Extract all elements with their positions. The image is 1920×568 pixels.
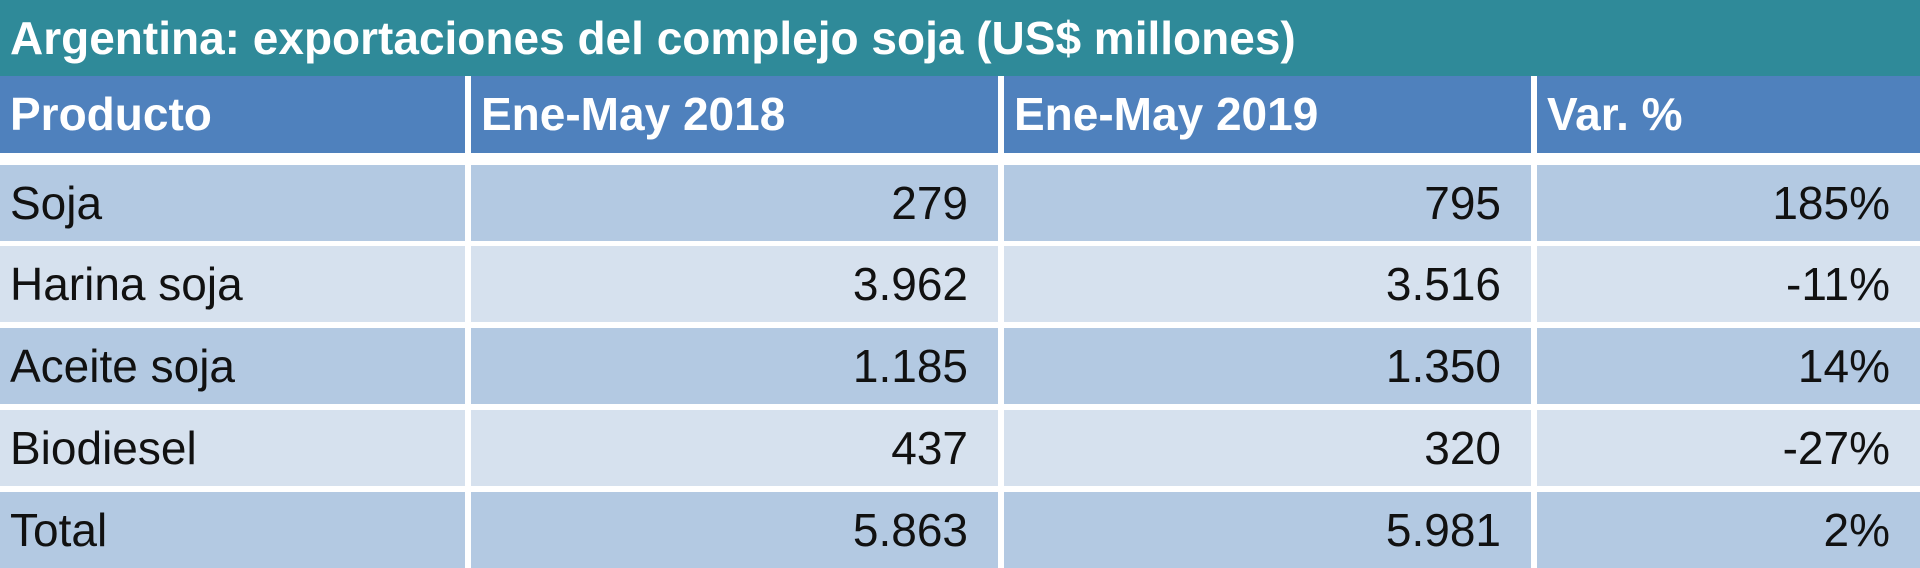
row-label: Soja bbox=[0, 165, 465, 241]
row-label: Aceite soja bbox=[0, 328, 465, 404]
column-header: Producto bbox=[0, 76, 465, 153]
cell-value: 5.863 bbox=[471, 492, 998, 568]
cell-value: 1.185 bbox=[471, 328, 998, 404]
column-header: Var. % bbox=[1537, 76, 1920, 153]
column-header: Ene-May 2018 bbox=[471, 76, 998, 153]
cell-value: 1.350 bbox=[1004, 328, 1531, 404]
cell-value: 5.981 bbox=[1004, 492, 1531, 568]
column-header: Ene-May 2019 bbox=[1004, 76, 1531, 153]
cell-value: 3.516 bbox=[1004, 246, 1531, 322]
cell-value: 437 bbox=[471, 410, 998, 486]
cell-value: -11% bbox=[1537, 246, 1920, 322]
cell-value: 279 bbox=[471, 165, 998, 241]
table-title: Argentina: exportaciones del complejo so… bbox=[0, 0, 1920, 76]
row-label: Harina soja bbox=[0, 246, 465, 322]
cell-value: -27% bbox=[1537, 410, 1920, 486]
cell-value: 320 bbox=[1004, 410, 1531, 486]
cell-value: 795 bbox=[1004, 165, 1531, 241]
cell-value: 14% bbox=[1537, 328, 1920, 404]
cell-value: 185% bbox=[1537, 165, 1920, 241]
cell-value: 3.962 bbox=[471, 246, 998, 322]
cell-value: 2% bbox=[1537, 492, 1920, 568]
row-label: Total bbox=[0, 492, 465, 568]
row-label: Biodiesel bbox=[0, 410, 465, 486]
